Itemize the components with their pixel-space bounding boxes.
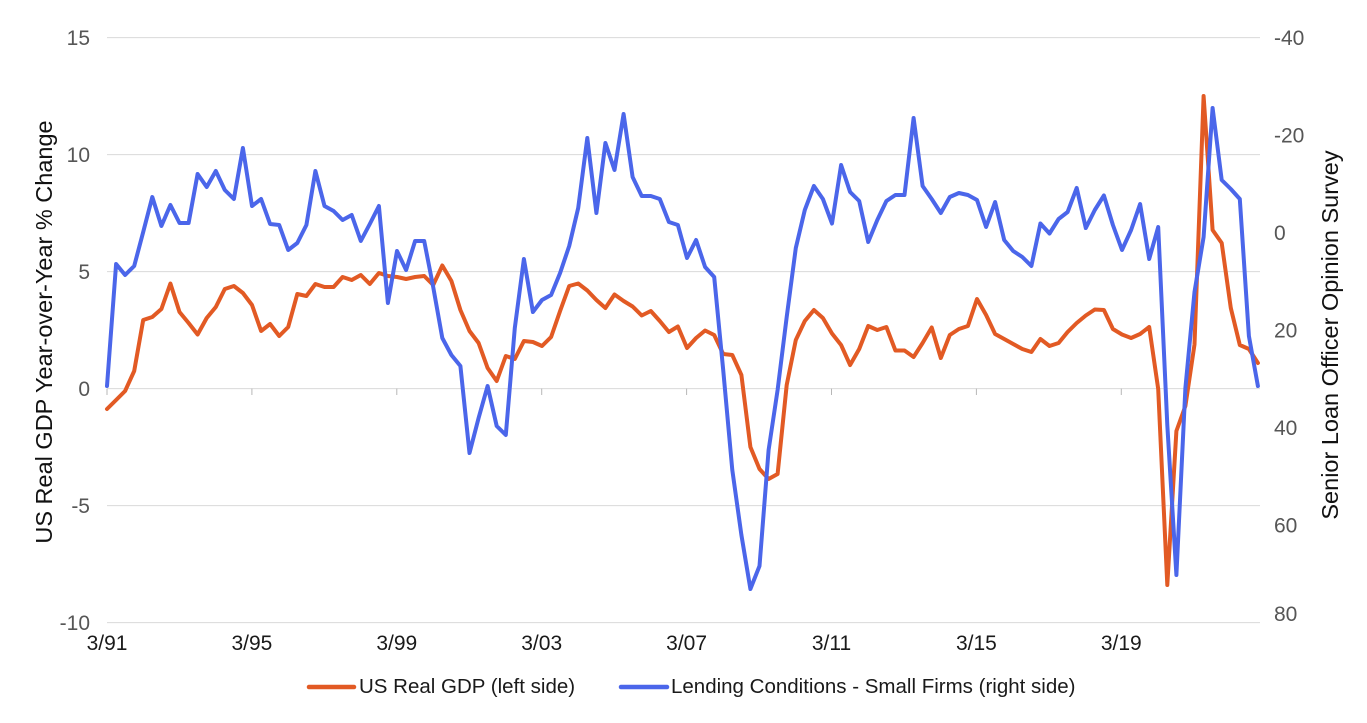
svg-text:Senior Loan Officer Opinion Su: Senior Loan Officer Opinion Survey: [1317, 150, 1343, 519]
svg-text:3/11: 3/11: [812, 632, 851, 655]
svg-text:40: 40: [1274, 417, 1297, 440]
svg-text:Lending Conditions - Small Fir: Lending Conditions - Small Firms (right …: [671, 675, 1075, 698]
svg-text:10: 10: [67, 144, 90, 167]
svg-text:-5: -5: [71, 495, 90, 518]
svg-text:20: 20: [1274, 320, 1297, 343]
svg-text:-10: -10: [60, 612, 90, 635]
svg-text:-40: -40: [1274, 27, 1304, 50]
svg-text:0: 0: [78, 378, 90, 401]
svg-text:US Real GDP Year-over-Year % C: US Real GDP Year-over-Year % Change: [31, 120, 57, 543]
svg-text:3/15: 3/15: [956, 632, 997, 655]
svg-text:5: 5: [78, 261, 90, 284]
svg-text:3/99: 3/99: [376, 632, 417, 655]
svg-text:-20: -20: [1274, 125, 1304, 148]
svg-text:80: 80: [1274, 603, 1297, 626]
svg-text:3/03: 3/03: [521, 632, 562, 655]
svg-text:3/07: 3/07: [666, 632, 707, 655]
svg-text:US Real GDP (left side): US Real GDP (left side): [359, 675, 575, 698]
svg-text:3/95: 3/95: [231, 632, 272, 655]
svg-text:60: 60: [1274, 515, 1297, 538]
svg-text:3/19: 3/19: [1101, 632, 1142, 655]
svg-text:15: 15: [67, 27, 90, 50]
svg-text:0: 0: [1274, 222, 1286, 245]
svg-text:3/91: 3/91: [87, 632, 128, 655]
